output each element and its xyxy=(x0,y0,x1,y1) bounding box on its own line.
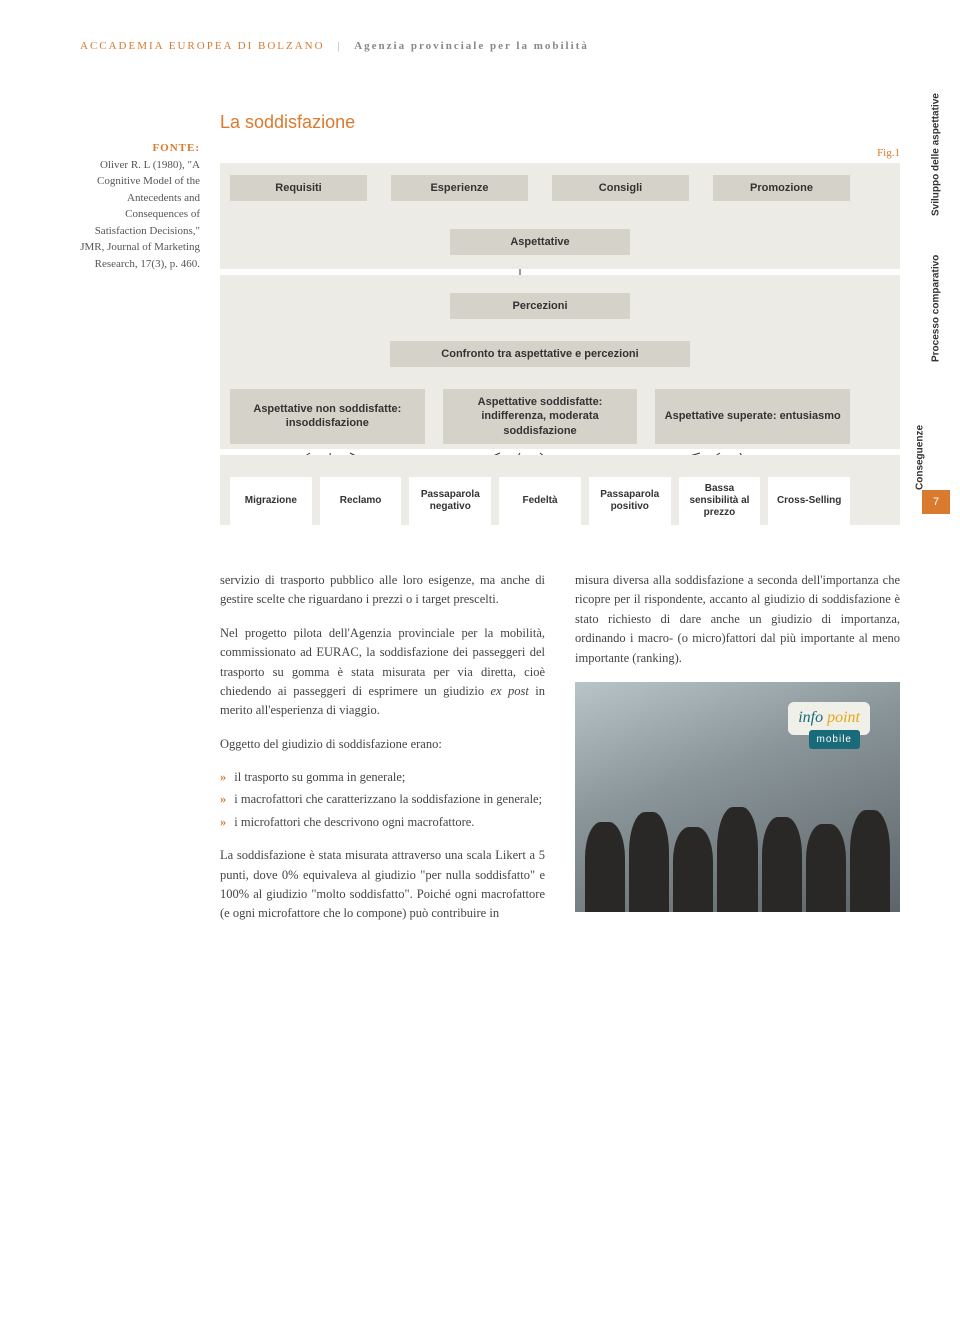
photo-tag: mobile xyxy=(809,730,860,750)
flowchart: Sviluppo delle aspettative Requisiti Esp… xyxy=(220,163,900,525)
p-c1-4: La soddisfazione è stata misurata attrav… xyxy=(220,846,545,924)
body-columns: servizio di trasporto pubblico alle loro… xyxy=(80,571,900,938)
bullet-icon: » xyxy=(220,813,226,832)
band-sviluppo: Sviluppo delle aspettative Requisiti Esp… xyxy=(220,163,900,269)
header-divider: | xyxy=(337,40,341,52)
node-cons-3: Fedeltà xyxy=(499,477,581,525)
p-c1-1: servizio di trasporto pubblico alle loro… xyxy=(220,571,545,610)
diagram-title: La soddisfazione xyxy=(220,112,900,133)
citation-text: Oliver R. L (1980), "A Cognitive Model o… xyxy=(80,157,200,273)
node-aspettative: Aspettative xyxy=(450,229,630,255)
figure-label: Fig.1 xyxy=(220,147,900,159)
node-outcome-1: Aspettative soddisfatte: indifferenza, m… xyxy=(443,389,638,444)
node-cons-5: Bassa sensibilità al prezzo xyxy=(679,477,761,525)
citation-block: FONTE: Oliver R. L (1980), "A Cognitive … xyxy=(80,112,200,531)
photo-placeholder: info point mobile xyxy=(575,682,900,912)
body-list: »il trasporto su gomma in generale; »i m… xyxy=(220,768,545,832)
p-c1-3: Oggetto del giudizio di soddisfazione er… xyxy=(220,735,545,754)
node-esperienze: Esperienze xyxy=(391,175,528,201)
node-percezioni: Percezioni xyxy=(450,293,630,319)
p-c2-1: misura diversa alla soddisfazione a seco… xyxy=(575,571,900,668)
body-col-2: misura diversa alla soddisfazione a seco… xyxy=(575,571,900,938)
node-promozione: Promozione xyxy=(713,175,850,201)
band-conseguenze: Conseguenze Migrazione Reclamo Passaparo… xyxy=(220,455,900,525)
bullet-icon: » xyxy=(220,790,226,809)
body-col-1: servizio di trasporto pubblico alle loro… xyxy=(220,571,545,938)
node-cons-6: Cross-Selling xyxy=(768,477,850,525)
node-outcome-2: Aspettative superate: entusiasmo xyxy=(655,389,850,444)
node-cons-1: Reclamo xyxy=(320,477,402,525)
node-consigli: Consigli xyxy=(552,175,689,201)
node-cons-4: Passaparola positivo xyxy=(589,477,671,525)
header-right: Agenzia provinciale per la mobilità xyxy=(354,40,589,52)
node-cons-2: Passaparola negativo xyxy=(409,477,491,525)
header-left: ACCADEMIA EUROPEA DI BOLZANO xyxy=(80,40,325,52)
band-processo: Processo comparativo Percezioni Confront… xyxy=(220,275,900,449)
citation-label: FONTE: xyxy=(80,140,200,157)
node-confronto: Confronto tra aspettative e percezioni xyxy=(390,341,690,367)
p-c1-2: Nel progetto pilota dell'Agenzia provinc… xyxy=(220,624,545,721)
node-requisiti: Requisiti xyxy=(230,175,367,201)
bullet-icon: » xyxy=(220,768,226,787)
photo-crowd xyxy=(575,802,900,912)
node-outcome-0: Aspettative non soddisfatte: insoddisfaz… xyxy=(230,389,425,444)
page-header: ACCADEMIA EUROPEA DI BOLZANO | Agenzia p… xyxy=(80,40,900,52)
page-number-badge: 7 xyxy=(922,490,950,514)
node-cons-0: Migrazione xyxy=(230,477,312,525)
